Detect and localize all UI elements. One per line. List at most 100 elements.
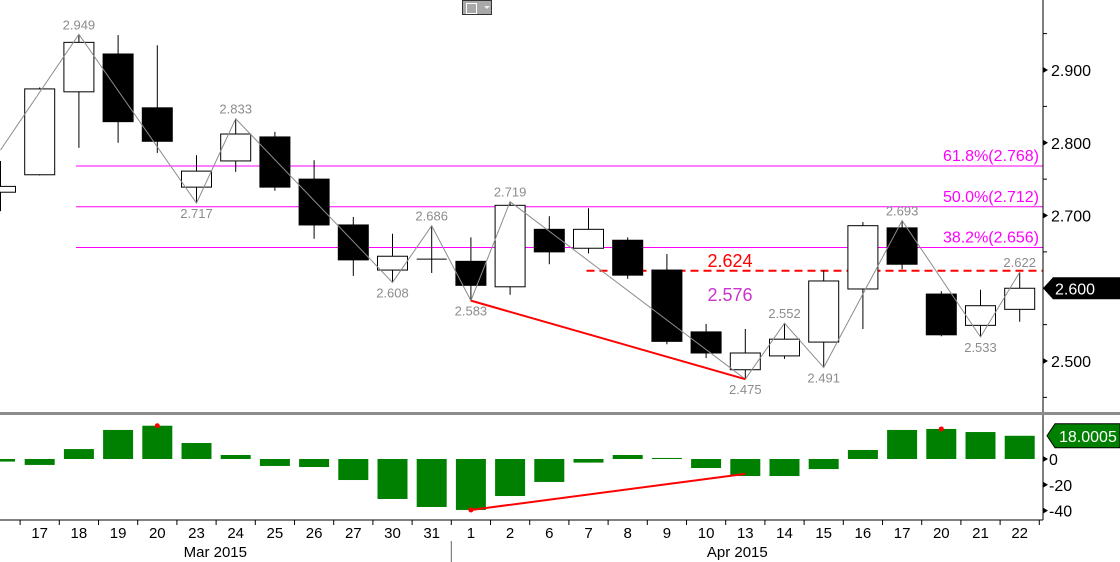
candle-down	[259, 136, 291, 188]
pivot-label: 2.693	[886, 204, 919, 219]
divergence-marker	[468, 507, 474, 513]
fib-label: 61.8%(2.768)	[943, 148, 1039, 165]
indicator-tick-label: -40	[1049, 504, 1072, 521]
panel-separator	[0, 412, 1120, 415]
chart-type-button[interactable]	[462, 0, 492, 15]
histogram-bar	[1004, 435, 1035, 459]
histogram-bar	[926, 428, 957, 459]
histogram-bar	[103, 429, 134, 459]
candle-up	[965, 305, 996, 326]
histogram-bar	[887, 429, 918, 459]
candle-up	[220, 133, 252, 162]
pivot-label: 2.949	[63, 17, 96, 32]
histogram-bar	[612, 455, 643, 459]
price-tick-label: 2.800	[1051, 136, 1091, 153]
dropdown-arrow-icon	[484, 6, 490, 9]
candle-down	[925, 293, 957, 336]
candle-down	[533, 228, 565, 253]
date-label: 15	[815, 525, 832, 542]
candle-up	[769, 338, 800, 357]
date-label: 26	[306, 525, 323, 542]
date-label: 20	[933, 525, 950, 542]
candle-up	[24, 88, 56, 176]
histogram-bar	[965, 432, 996, 459]
date-label: 8	[624, 525, 632, 542]
histogram-bar	[495, 459, 526, 497]
date-label: 19	[110, 525, 127, 542]
histogram-bar	[651, 457, 682, 459]
date-label: 17	[31, 525, 48, 542]
pivot-label: 2.833	[219, 102, 252, 117]
date-label: 2	[506, 525, 514, 542]
date-label: 1	[467, 525, 475, 542]
indicator-tick-label: -20	[1049, 478, 1072, 495]
histogram-bar	[181, 443, 212, 459]
indicator-value-tag	[1046, 423, 1120, 449]
histogram-bar	[416, 459, 447, 507]
tick-arrow-icon	[1043, 507, 1048, 514]
pivot-label: 2.622	[1003, 255, 1036, 270]
candle-up	[63, 41, 95, 93]
histogram-bar	[573, 459, 604, 463]
date-label: 16	[855, 525, 872, 542]
zigzag-line	[0, 33, 1021, 380]
candle-up	[808, 280, 840, 343]
histogram-bar	[691, 459, 722, 469]
histogram-bar	[455, 459, 486, 510]
pivot-label: 2.608	[376, 285, 409, 300]
histogram-bar	[299, 459, 330, 467]
candle-up	[181, 170, 212, 188]
indicator-value-label: 18.0005	[1059, 429, 1117, 446]
date-label: 25	[267, 525, 284, 542]
date-label: 20	[149, 525, 166, 542]
candle-up	[377, 255, 408, 271]
histogram-bar	[847, 449, 878, 459]
pivot-label: 2.583	[455, 304, 488, 319]
pivot-label: 2.533	[964, 340, 997, 355]
date-label: 31	[423, 525, 440, 542]
histogram-bar	[730, 459, 761, 477]
month-label: Apr 2015	[707, 544, 768, 561]
last-price-tag	[1043, 277, 1120, 300]
histogram-bar	[377, 459, 408, 499]
date-label: 23	[188, 525, 205, 542]
month-label: Mar 2015	[184, 544, 247, 561]
candle-up	[1004, 287, 1036, 310]
candle-down	[690, 331, 722, 354]
pivot-label: 2.719	[494, 185, 527, 200]
candle-up	[847, 225, 879, 290]
price-tick-label: 2.900	[1051, 63, 1091, 80]
histogram-bar	[808, 459, 839, 470]
price-tick-label: 2.700	[1051, 209, 1091, 226]
histogram-bar	[220, 455, 251, 459]
histogram-bar	[0, 459, 15, 462]
annotation-label: 2.576	[707, 285, 752, 305]
date-label: 22	[1011, 525, 1028, 542]
candle-down	[886, 227, 918, 265]
histogram-bar	[338, 459, 369, 481]
date-label: 18	[71, 525, 88, 542]
line-chart-icon	[466, 3, 477, 14]
fib-label: 38.2%(2.656)	[943, 230, 1039, 247]
date-label: 13	[737, 525, 754, 542]
date-label: 9	[663, 525, 671, 542]
resistance-label: 2.624	[707, 251, 752, 271]
histogram-bar	[259, 459, 290, 466]
date-label: 7	[584, 525, 592, 542]
candle-up	[573, 228, 604, 249]
price-divergence-line	[470, 299, 746, 381]
tick-arrow-icon	[1043, 139, 1048, 146]
date-label: 21	[972, 525, 989, 542]
date-label: 10	[698, 525, 715, 542]
pivot-label: 2.717	[180, 206, 213, 221]
candle-up	[494, 204, 526, 288]
tick-arrow-icon	[1043, 456, 1048, 462]
candle-down	[141, 107, 173, 142]
candle-up	[0, 185, 16, 193]
candle-down	[102, 53, 134, 123]
candle-up	[729, 352, 761, 371]
peak-marker	[154, 423, 160, 429]
histogram-bar	[63, 449, 94, 459]
candle-down	[651, 269, 683, 342]
